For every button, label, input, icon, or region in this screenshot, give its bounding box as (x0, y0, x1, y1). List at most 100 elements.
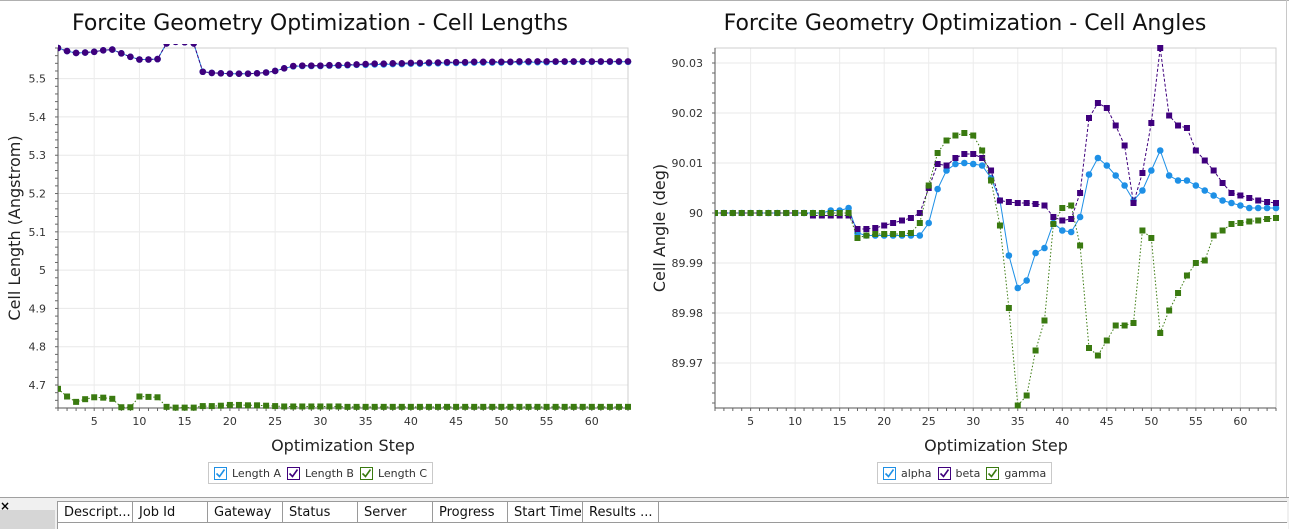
length-c-point (561, 403, 568, 410)
length-c-point (254, 402, 261, 409)
gamma-point (1237, 220, 1244, 226)
length-c-point (507, 403, 514, 410)
gamma-point (890, 231, 897, 237)
legend-label: Length C (377, 466, 428, 480)
checkbox-icon[interactable] (883, 466, 896, 480)
length-c-point (362, 403, 369, 410)
length-b-point (308, 62, 315, 69)
column-header-results[interactable]: Results ... (583, 501, 659, 523)
gamma-point (1023, 392, 1030, 399)
x-tick-label: 15 (178, 415, 192, 428)
column-header-status[interactable]: Status (283, 501, 358, 523)
gamma-point (1050, 221, 1057, 227)
length-c-point (190, 404, 197, 411)
length-c-point (163, 403, 170, 410)
beta-point (943, 162, 950, 169)
length-b-point (516, 58, 523, 65)
length-c-point (73, 398, 80, 405)
length-b-point (335, 61, 342, 69)
length-c-point (127, 404, 134, 411)
length-c-point (235, 401, 242, 408)
x-tick-label: 55 (1189, 415, 1203, 428)
gamma-point (1139, 227, 1146, 234)
length-b-point (145, 56, 152, 63)
alpha-point (916, 232, 924, 239)
gamma-point (988, 177, 995, 184)
gamma-point (1183, 272, 1190, 279)
legend-item-length-b[interactable]: Length B (286, 466, 354, 480)
alpha-point (1032, 249, 1039, 257)
legend-item-length-c[interactable]: Length C (359, 466, 428, 480)
length-c-point (136, 393, 143, 400)
checkbox-icon[interactable] (937, 466, 951, 480)
gamma-point (747, 210, 754, 216)
gamma-point (827, 210, 834, 216)
legend-item-beta[interactable]: beta (937, 466, 980, 480)
column-header-progress[interactable]: Progress (433, 501, 508, 523)
length-b-point (90, 48, 98, 56)
x-tick-label: 5 (91, 415, 98, 428)
gamma-point (961, 130, 968, 136)
gamma-point (1103, 337, 1110, 344)
beta-point (907, 215, 914, 221)
column-header-job-id[interactable]: Job Id (133, 501, 208, 523)
column-header-gateway[interactable]: Gateway (208, 501, 283, 523)
alpha-point (1121, 182, 1128, 189)
plot-frame (57, 47, 629, 409)
legend-item-alpha[interactable]: alpha (883, 466, 932, 480)
close-icon[interactable]: × (0, 499, 11, 513)
length-b-point (298, 62, 306, 69)
x-tick-label: 25 (922, 415, 936, 428)
alpha-point (1067, 228, 1075, 236)
chart-title: Forcite Geometry Optimization - Cell Ang… (724, 11, 1207, 36)
gamma-point (774, 210, 781, 216)
length-c-point (181, 404, 188, 411)
column-header-description[interactable]: Descript... (57, 501, 133, 523)
gamma-point (996, 222, 1003, 229)
plot-area: 5 10 15 20 25 30 35 40 45 50 55 60 89.97 89.98 89.99 90… (672, 45, 1280, 428)
x-tick-label: 45 (1100, 415, 1114, 428)
length-c-point (380, 403, 387, 410)
beta-point (1050, 214, 1057, 220)
length-c-point (552, 403, 559, 410)
gamma-point (1192, 260, 1199, 266)
length-c-point (299, 403, 306, 410)
gamma-point (899, 231, 905, 237)
beta-point (1103, 105, 1110, 111)
y-tick-label: 89.98 (672, 307, 704, 320)
x-tick-label: 15 (833, 415, 847, 428)
length-c-series-line (58, 388, 628, 409)
beta-point (1014, 200, 1021, 206)
length-c-point (58, 385, 61, 392)
beta-point (916, 210, 923, 216)
alpha-point (1058, 227, 1066, 234)
checkbox-icon[interactable] (359, 466, 373, 480)
length-b-point (543, 58, 550, 65)
alpha-point (925, 219, 933, 227)
gamma-point (1157, 330, 1164, 336)
series-layer (715, 45, 1280, 409)
length-b-point (217, 69, 225, 77)
legend-item-length-a[interactable]: Length A (214, 466, 281, 480)
beta-point (1059, 217, 1066, 224)
length-b-point (226, 70, 234, 77)
checkbox-icon[interactable] (986, 466, 1000, 480)
y-tick-label: 5.4 (29, 111, 47, 124)
checkbox-icon[interactable] (286, 466, 300, 480)
checkbox-icon[interactable] (214, 466, 227, 480)
gamma-point (1175, 290, 1182, 296)
column-header-start-time[interactable]: Start Time (508, 501, 583, 523)
gamma-point (1112, 322, 1119, 329)
beta-point (1086, 115, 1092, 121)
legend-item-gamma[interactable]: gamma (986, 466, 1046, 480)
alpha-point (1165, 172, 1173, 179)
y-tick-label: 5.2 (29, 188, 47, 201)
alpha-point (1263, 204, 1271, 212)
y-tick-label: 5.1 (29, 226, 47, 239)
alpha-point (934, 185, 941, 193)
length-b-point (552, 58, 559, 65)
column-header-server[interactable]: Server (358, 501, 433, 523)
beta-point (1023, 200, 1030, 206)
length-c-point (100, 394, 107, 401)
cell-lengths-chart: Forcite Geometry Optimization - Cell Len… (5, 11, 632, 455)
